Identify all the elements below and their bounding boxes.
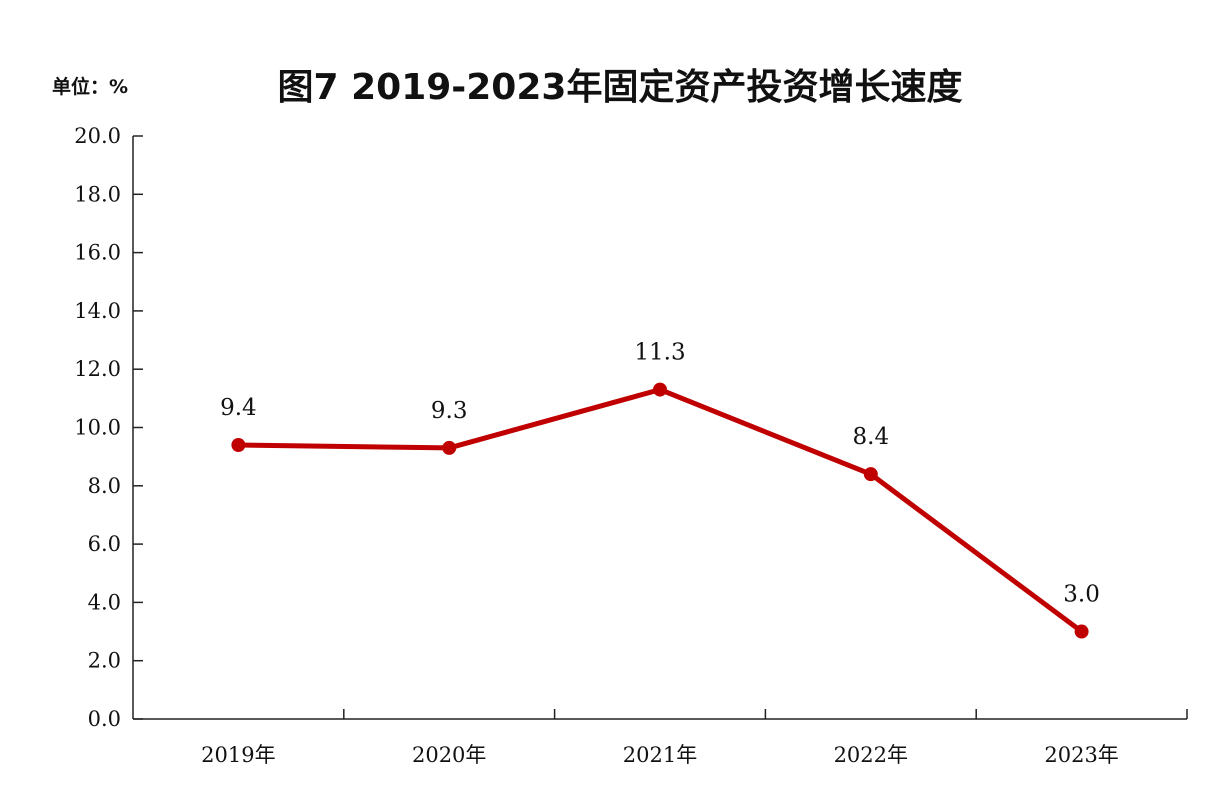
data-label: 3.0	[1063, 582, 1100, 608]
data-label: 9.3	[431, 398, 468, 424]
x-category-label: 2020年	[412, 743, 486, 767]
y-tick-label: 14.0	[74, 299, 121, 323]
x-category-label: 2021年	[623, 743, 697, 767]
y-tick-label: 6.0	[88, 532, 121, 556]
y-tick-label: 4.0	[88, 590, 121, 614]
x-category-label: 2023年	[1044, 743, 1118, 767]
y-tick-label: 20.0	[74, 124, 121, 148]
y-tick-label: 10.0	[74, 416, 121, 440]
series-line	[235, 387, 1085, 635]
y-tick-label: 18.0	[74, 182, 121, 206]
y-tick-label: 0.0	[88, 707, 121, 731]
x-category-label: 2022年	[834, 743, 908, 767]
data-point	[653, 382, 667, 397]
data-point	[1074, 624, 1089, 639]
data-point	[442, 440, 457, 455]
data-label: 8.4	[853, 424, 890, 450]
data-point	[863, 467, 878, 482]
x-category-label: 2019年	[201, 743, 275, 767]
y-tick-label: 12.0	[74, 357, 121, 381]
unit-label: 单位：%	[52, 76, 129, 98]
data-label: 9.4	[220, 395, 257, 421]
data-point	[231, 437, 246, 452]
y-tick-label: 8.0	[88, 474, 121, 498]
chart-title: 图7 2019-2023年固定资产投资增长速度	[277, 67, 963, 108]
data-label: 11.3	[634, 340, 685, 366]
y-tick-label: 16.0	[74, 241, 121, 265]
y-tick-label: 2.0	[88, 649, 121, 673]
